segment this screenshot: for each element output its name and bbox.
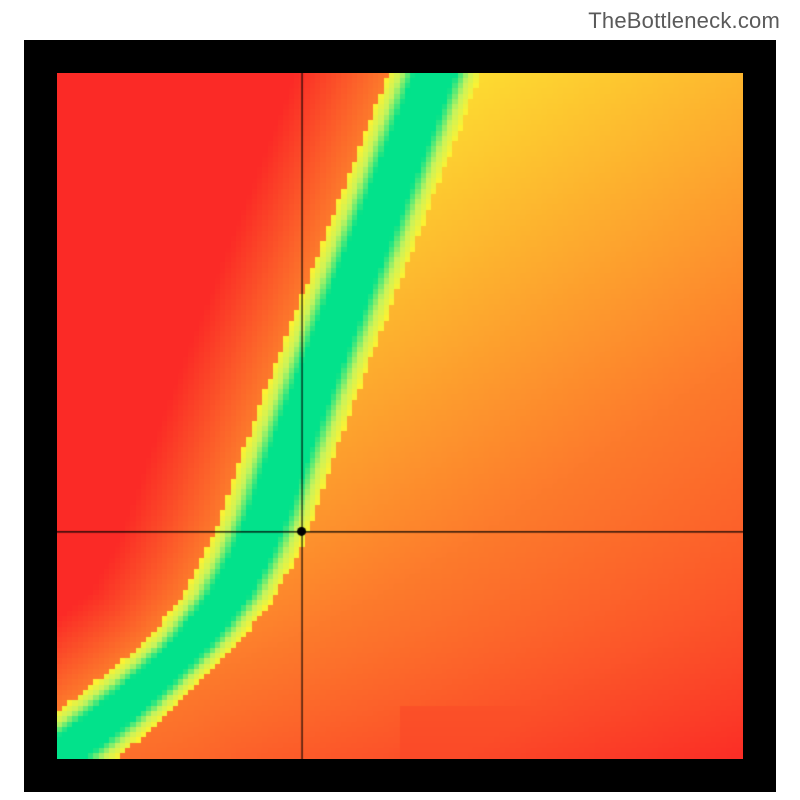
plot-outer-frame <box>24 40 776 792</box>
watermark-text: TheBottleneck.com <box>588 8 780 34</box>
crosshair-overlay <box>57 73 743 759</box>
